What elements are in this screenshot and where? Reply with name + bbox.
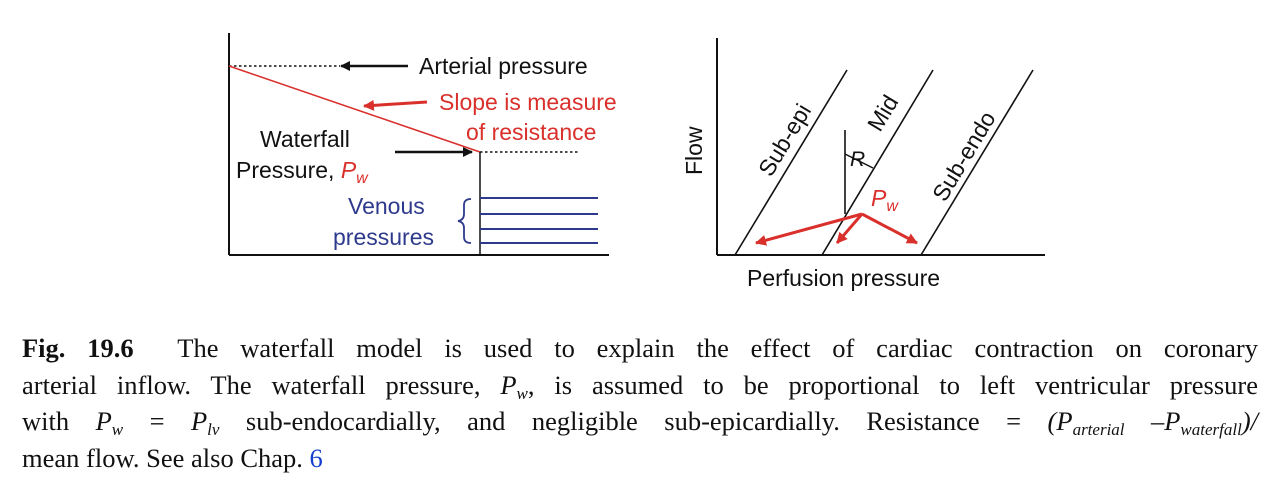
- sub-endo-line: [920, 69, 1034, 256]
- figure-caption: Fig. 19.6 The waterfall model is used to…: [22, 333, 1259, 473]
- sub-epi-label: Sub-epi: [753, 99, 816, 180]
- slope-arrow: [363, 99, 428, 111]
- resistance-slope-line: [228, 65, 481, 153]
- chapter-link[interactable]: 6: [309, 442, 323, 473]
- sub-epi-line: [734, 69, 848, 256]
- venous-pressure-lines: [480, 197, 598, 244]
- venous-brace: [457, 198, 472, 244]
- sub-endo-label: Sub-endo: [927, 107, 1001, 206]
- resistance-angle-label: R: [850, 148, 865, 171]
- slope-label-line1: Slope is measure: [439, 89, 617, 115]
- slope-label-line2: of resistance: [466, 119, 596, 145]
- mid-line: [821, 69, 934, 256]
- arterial-pressure-label: Arterial pressure: [419, 53, 588, 79]
- pw-subscript: w: [356, 170, 369, 187]
- waterfall-label-line1: Waterfall: [260, 126, 350, 152]
- flow-axis-label: Flow: [681, 126, 707, 175]
- pw-arrow-to-mid: [835, 213, 864, 244]
- waterfall-figure: Arterial pressure Slope is measure of re…: [228, 33, 1045, 291]
- resistance-angle-arc: [844, 153, 874, 169]
- figure-number: Fig. 19.6: [22, 333, 134, 363]
- right-panel: Flow Perfusion pressure Sub-epi Mid Sub-…: [681, 38, 1045, 291]
- left-panel: Arterial pressure Slope is measure of re…: [228, 33, 617, 256]
- perfusion-axis-label: Perfusion pressure: [747, 265, 940, 291]
- pw-arrow-to-sub-endo: [861, 212, 918, 245]
- waterfall-label-line2: Pressure, Pw: [236, 157, 369, 187]
- venous-label-line1: Venous: [348, 193, 425, 219]
- pw-arrow-to-sub-epi: [755, 212, 863, 246]
- venous-label-line2: pressures: [333, 224, 434, 250]
- pw-arrows: [755, 212, 918, 246]
- pw-label: Pw: [871, 185, 899, 215]
- pw-symbol: P: [341, 157, 357, 183]
